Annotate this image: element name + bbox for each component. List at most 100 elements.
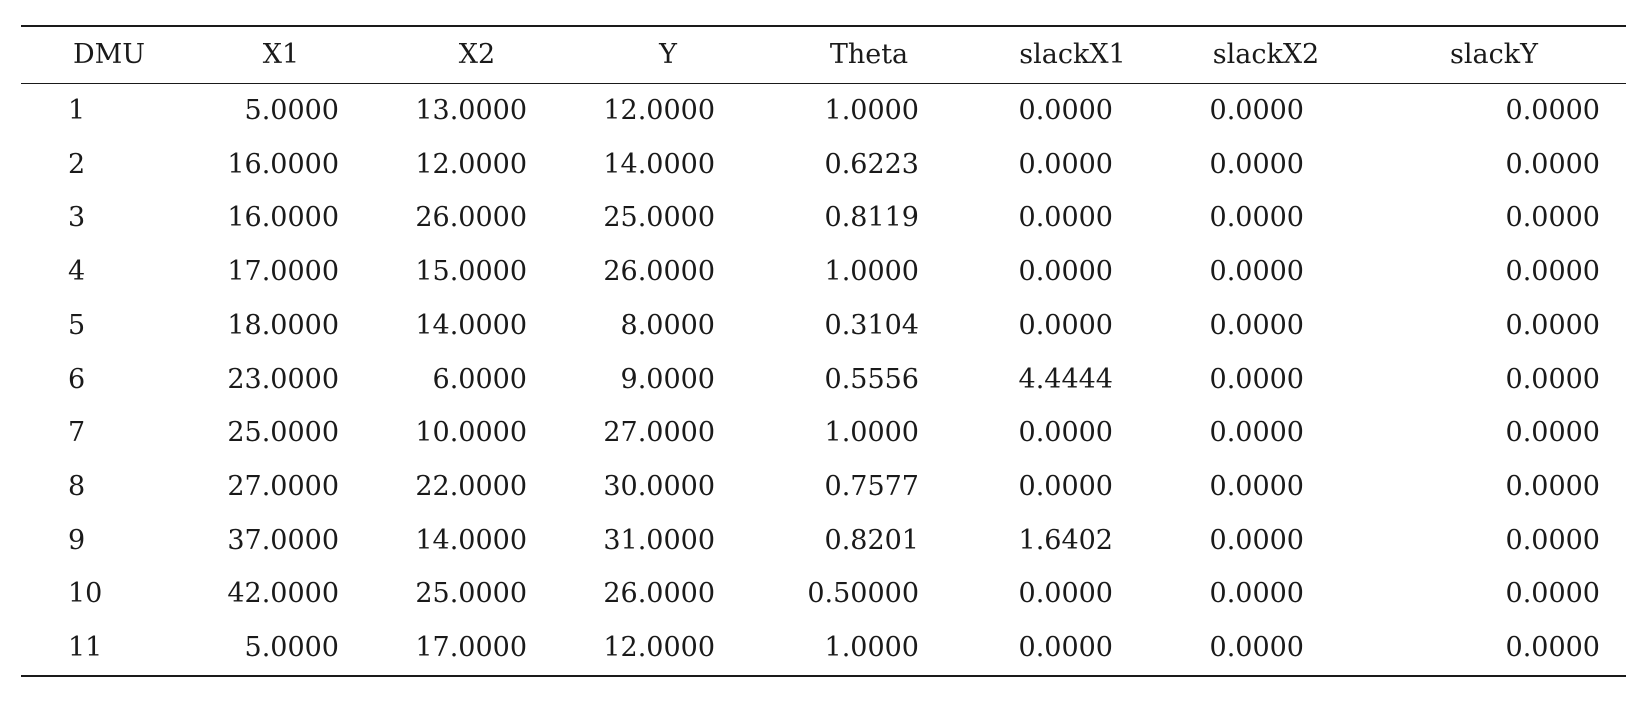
table-row: 11 5.0000 17.0000 12.0000 1.0000 0.0000 0.0000… xyxy=(21,621,1626,676)
cell-y: 31.0000 xyxy=(603,524,715,556)
table-row: 9 37.0000 14.0000 31.0000 0.8201 1.6402 0.0000… xyxy=(21,514,1626,568)
cell-dmu: 11 xyxy=(68,632,103,664)
cell-slackx1: 0.0000 xyxy=(1018,417,1113,449)
cell-theta: 1.0000 xyxy=(824,417,919,449)
cell-x2: 26.0000 xyxy=(415,202,527,234)
cell-slackx2: 0.0000 xyxy=(1209,632,1304,664)
cell-slackx2: 0.0000 xyxy=(1209,470,1304,502)
cell-x1: 37.0000 xyxy=(227,524,339,556)
cell-x1: 42.0000 xyxy=(227,578,339,610)
cell-theta: 1.0000 xyxy=(824,95,919,126)
cell-slackx2: 0.0000 xyxy=(1209,256,1304,288)
table-row: 7 25.0000 10.0000 27.0000 1.0000 0.0000 0.0000… xyxy=(21,406,1626,460)
cell-y: 26.0000 xyxy=(603,256,715,288)
cell-x2: 14.0000 xyxy=(415,524,527,556)
cell-y: 12.0000 xyxy=(603,95,715,126)
cell-dmu: 3 xyxy=(68,202,86,234)
cell-slacky: 0.0000 xyxy=(1505,578,1600,610)
cell-y: 30.0000 xyxy=(603,470,715,502)
cell-x2: 6.0000 xyxy=(432,363,527,395)
cell-slackx2: 0.0000 xyxy=(1209,524,1304,556)
header-theta: Theta xyxy=(829,39,909,70)
table-row: 4 17.0000 15.0000 26.0000 1.0000 0.0000 0.0000… xyxy=(21,245,1626,299)
header-x2: X2 xyxy=(458,39,496,70)
header-slackx1: slackX1 xyxy=(1019,39,1126,70)
table-row: 5 18.0000 14.0000 8.0000 0.3104 0.0000 0.0000 0… xyxy=(21,299,1626,353)
cell-x2: 12.0000 xyxy=(415,148,527,180)
cell-slacky: 0.0000 xyxy=(1505,256,1600,288)
cell-theta: 0.50000 xyxy=(807,578,919,610)
cell-x1: 23.0000 xyxy=(227,363,339,395)
cell-slackx2: 0.0000 xyxy=(1209,417,1304,449)
header-slacky: slackY xyxy=(1450,39,1538,70)
cell-slacky: 0.0000 xyxy=(1505,632,1600,664)
cell-slackx1: 0.0000 xyxy=(1018,95,1113,126)
cell-x2: 15.0000 xyxy=(415,256,527,288)
cell-slackx1: 0.0000 xyxy=(1018,148,1113,180)
cell-slackx1: 0.0000 xyxy=(1018,578,1113,610)
cell-dmu: 2 xyxy=(68,148,86,180)
cell-x1: 16.0000 xyxy=(227,148,339,180)
cell-slackx1: 0.0000 xyxy=(1018,632,1113,664)
cell-dmu: 1 xyxy=(68,95,86,126)
cell-theta: 0.7577 xyxy=(824,470,919,502)
table-body: 1 5.0000 13.0000 12.0000 1.0000 0.0000 0.0000 0… xyxy=(21,84,1626,676)
cell-x2: 17.0000 xyxy=(415,632,527,664)
cell-y: 9.0000 xyxy=(620,363,715,395)
cell-slacky: 0.0000 xyxy=(1505,148,1600,180)
cell-dmu: 6 xyxy=(68,363,86,395)
cell-slacky: 0.0000 xyxy=(1505,202,1600,234)
cell-theta: 0.6223 xyxy=(824,148,919,180)
cell-theta: 0.8119 xyxy=(824,202,919,234)
header-slackx2: slackX2 xyxy=(1212,39,1320,70)
cell-x2: 25.0000 xyxy=(415,578,527,610)
cell-slacky: 0.0000 xyxy=(1505,95,1600,126)
table-row: 10 42.0000 25.0000 26.0000 0.50000 0.0000 0.00… xyxy=(21,567,1626,621)
cell-dmu: 9 xyxy=(68,524,86,556)
cell-x1: 27.0000 xyxy=(227,470,339,502)
cell-slackx1: 1.6402 xyxy=(1018,524,1113,556)
header-x1: X1 xyxy=(262,39,300,70)
cell-theta: 1.0000 xyxy=(824,632,919,664)
cell-theta: 0.8201 xyxy=(824,524,919,556)
cell-slackx2: 0.0000 xyxy=(1209,363,1304,395)
cell-slackx1: 0.0000 xyxy=(1018,470,1113,502)
cell-dmu: 10 xyxy=(68,578,103,610)
cell-dmu: 5 xyxy=(68,309,86,341)
cell-dmu: 8 xyxy=(68,470,86,502)
cell-x2: 22.0000 xyxy=(415,470,527,502)
cell-x1: 5.0000 xyxy=(244,95,339,126)
cell-theta: 0.5556 xyxy=(824,363,919,395)
cell-theta: 1.0000 xyxy=(824,256,919,288)
cell-slackx1: 0.0000 xyxy=(1018,202,1113,234)
cell-y: 25.0000 xyxy=(603,202,715,234)
cell-slackx2: 0.0000 xyxy=(1209,202,1304,234)
cell-slacky: 0.0000 xyxy=(1505,309,1600,341)
cell-slackx1: 0.0000 xyxy=(1018,256,1113,288)
cell-slackx2: 0.0000 xyxy=(1209,148,1304,180)
header-row: DMU X1 X2 Y Theta slackX1 slackX2 slackY xyxy=(21,26,1626,84)
dea-results-table: DMU X1 X2 Y Theta slackX1 slackX2 slackY… xyxy=(21,25,1626,677)
cell-y: 26.0000 xyxy=(603,578,715,610)
cell-slacky: 0.0000 xyxy=(1505,524,1600,556)
cell-dmu: 4 xyxy=(68,256,86,288)
cell-y: 8.0000 xyxy=(620,309,715,341)
cell-x2: 14.0000 xyxy=(415,309,527,341)
cell-slackx2: 0.0000 xyxy=(1209,309,1304,341)
cell-x1: 16.0000 xyxy=(227,202,339,234)
cell-x1: 18.0000 xyxy=(227,309,339,341)
cell-slacky: 0.0000 xyxy=(1505,417,1600,449)
cell-slackx2: 0.0000 xyxy=(1209,95,1304,126)
cell-x1: 5.0000 xyxy=(244,632,339,664)
cell-theta: 0.3104 xyxy=(824,309,919,341)
table-row: 8 27.0000 22.0000 30.0000 0.7577 0.0000 0.0000… xyxy=(21,460,1626,514)
dea-results-table-container: DMU X1 X2 Y Theta slackX1 slackX2 slackY… xyxy=(21,25,1626,677)
cell-slacky: 0.0000 xyxy=(1505,470,1600,502)
table-row: 6 23.0000 6.0000 9.0000 0.5556 4.4444 0.0000 0.… xyxy=(21,353,1626,407)
table-header: DMU X1 X2 Y Theta slackX1 slackX2 slackY xyxy=(21,26,1626,84)
cell-x1: 17.0000 xyxy=(227,256,339,288)
cell-slackx1: 4.4444 xyxy=(1018,363,1113,395)
cell-slackx1: 0.0000 xyxy=(1018,309,1113,341)
header-y: Y xyxy=(659,39,677,70)
table-row: 1 5.0000 13.0000 12.0000 1.0000 0.0000 0.0000 0… xyxy=(21,84,1626,138)
